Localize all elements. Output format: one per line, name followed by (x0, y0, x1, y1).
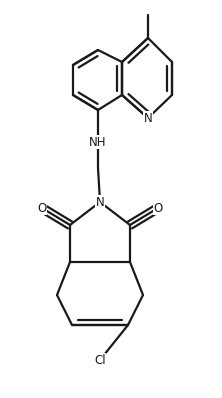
Text: N: N (96, 195, 104, 209)
Text: O: O (153, 201, 163, 215)
Text: Cl: Cl (94, 353, 106, 367)
Text: N: N (144, 111, 152, 125)
Text: NH: NH (89, 135, 107, 148)
Text: O: O (37, 201, 47, 215)
